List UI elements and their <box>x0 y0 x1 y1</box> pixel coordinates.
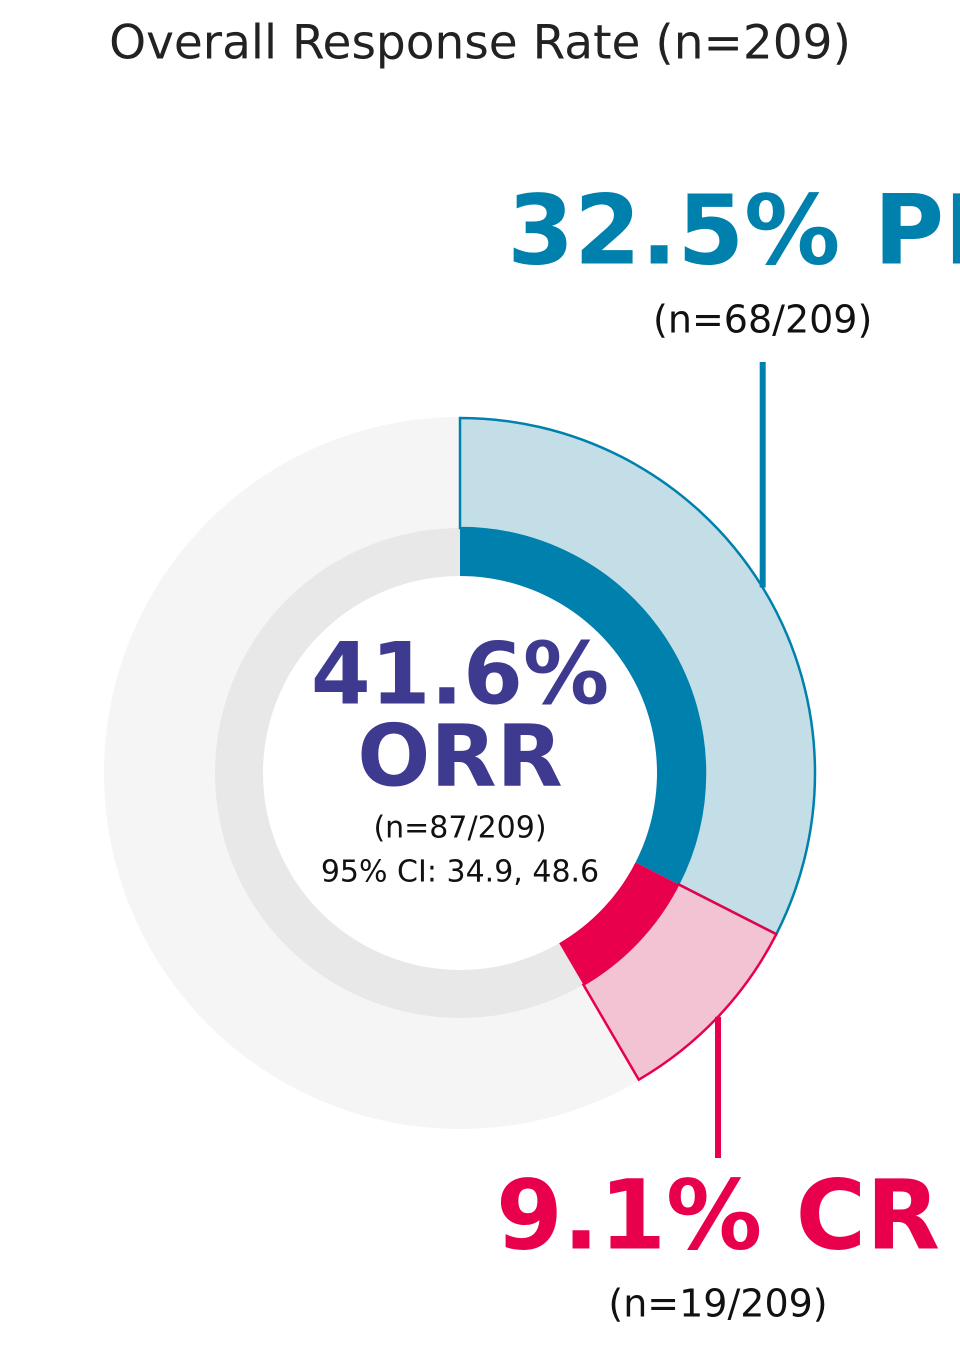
labels: 32.5% PR (n=68/209) 9.1% CR (n=19/209) 41.6%… <box>311 174 960 1325</box>
segments <box>458 416 817 1082</box>
center-label: ORR <box>357 706 563 806</box>
segment-count: (n=68/209) <box>653 298 872 342</box>
center-ci: 95% CI: 34.9, 48.6 <box>321 855 599 890</box>
segment-count: (n=19/209) <box>608 1282 827 1326</box>
center-value: 41.6% <box>311 624 609 724</box>
segment-inner <box>460 528 705 885</box>
center-count: (n=87/209) <box>373 811 546 846</box>
segment-label: 32.5% PR <box>507 174 960 286</box>
segment-inner <box>559 862 679 985</box>
segment-label: 9.1% CR <box>496 1159 940 1271</box>
chart-title: Overall Response Rate (n=209) <box>109 16 851 71</box>
segment-outer <box>581 882 778 1082</box>
